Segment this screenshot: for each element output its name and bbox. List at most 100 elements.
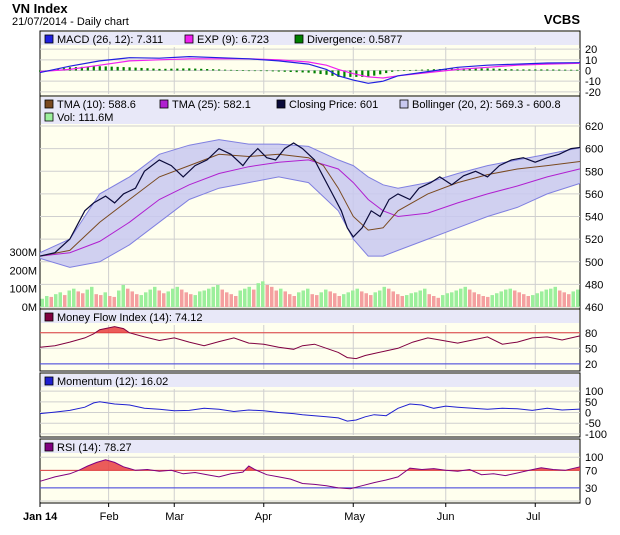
volume-bar <box>292 296 296 307</box>
momentum-legend-swatch <box>44 376 54 386</box>
mfi-legend-bg <box>41 310 579 323</box>
divergence-bar <box>373 70 376 76</box>
mfi-y-tick: 80 <box>585 328 597 340</box>
brand-label: VCBS <box>544 12 580 27</box>
x-tick-label: May <box>344 511 365 523</box>
chart-title: VN Index <box>12 1 68 16</box>
volume-bar <box>40 298 44 307</box>
x-tick-label: Mar <box>165 511 184 523</box>
rsi-y-tick: 30 <box>585 483 597 495</box>
divergence-bar <box>223 69 227 71</box>
divergence-bar <box>259 70 262 72</box>
volume-bar <box>270 286 274 307</box>
divergence-bar <box>552 69 555 71</box>
divergence-bar <box>218 69 221 71</box>
divergence-bar <box>241 70 245 71</box>
volume-bar <box>405 295 409 307</box>
price-legend-swatch <box>44 112 54 122</box>
rsi-legend-swatch <box>44 442 54 452</box>
volume-bar <box>139 295 143 307</box>
divergence-bar <box>176 68 179 71</box>
volume-bar <box>310 294 314 307</box>
volume-bar <box>441 295 445 307</box>
price-y-tick: 580 <box>585 166 603 178</box>
divergence-bar <box>98 66 101 71</box>
volume-bar <box>189 294 193 307</box>
volume-bar <box>544 289 548 307</box>
divergence-bar <box>385 70 388 74</box>
divergence-bar <box>367 70 370 77</box>
divergence-bar <box>558 69 561 71</box>
divergence-bar <box>546 69 549 71</box>
volume-bar <box>517 292 521 307</box>
volume-bar <box>90 286 94 307</box>
volume-bar <box>319 292 323 307</box>
price-y-tick: 480 <box>585 279 603 291</box>
divergence-bar <box>116 66 119 71</box>
rsi-y-tick: 100 <box>585 452 603 464</box>
volume-bar <box>166 291 170 307</box>
divergence-bar <box>212 69 215 71</box>
price-legend-swatch <box>276 99 286 109</box>
x-axis: Jan 14 Feb Mar Apr May Jun Jul <box>23 502 580 523</box>
volume-bar <box>549 288 553 307</box>
volume-bar <box>481 296 485 307</box>
volume-bar <box>468 289 472 307</box>
tma10-line <box>39 153 581 257</box>
bollinger-lower-line <box>39 176 581 268</box>
rsi-y-tick: 70 <box>585 465 597 477</box>
price-y-tick: 500 <box>585 257 603 269</box>
bollinger-upper-line <box>39 139 581 254</box>
divergence-bar <box>570 69 573 71</box>
macd-legend-swatch <box>44 34 54 44</box>
price-legend-label: Bollinger (20, 2): 569.3 - 600.8 <box>412 99 561 111</box>
volume-bar <box>193 295 197 307</box>
mfi-line <box>39 326 581 360</box>
divergence-bar <box>414 69 418 71</box>
macd-y-tick: 0 <box>585 66 591 78</box>
volume-bar <box>360 291 364 307</box>
volume-bar <box>450 292 454 307</box>
tma25-line <box>39 159 581 257</box>
volume-bar <box>238 290 242 307</box>
divergence-bar <box>134 67 137 71</box>
price-legend-label: TMA (10): 588.6 <box>57 99 136 111</box>
mfi-legend-label: Money Flow Index (14): 74.12 <box>57 312 203 324</box>
volume-bar <box>243 288 247 307</box>
volume-bar <box>427 294 431 307</box>
divergence-bar <box>402 70 406 71</box>
price-legend-swatch <box>399 99 409 109</box>
divergence-bar <box>194 68 197 71</box>
volume-bar <box>477 294 481 307</box>
volume-bar <box>220 289 224 307</box>
volume-tick: 100M <box>9 284 37 296</box>
volume-bar <box>54 294 58 307</box>
divergence-bar <box>277 70 280 72</box>
volume-bar <box>45 296 49 307</box>
divergence-bar <box>170 68 173 71</box>
price-y-tick: 460 <box>585 302 603 314</box>
divergence-bar <box>164 68 167 71</box>
volume-bar <box>337 296 341 307</box>
volume-bar <box>301 290 305 307</box>
price-legend-label: TMA (25): 582.1 <box>172 99 251 111</box>
divergence-bar <box>474 68 477 71</box>
price-y-tick: 620 <box>585 121 603 133</box>
volume-bar <box>198 291 202 307</box>
volume-bar <box>414 292 418 307</box>
divergence-bar <box>486 68 489 71</box>
divergence-bar <box>534 69 537 71</box>
volume-bar <box>49 296 53 307</box>
volume-bar <box>526 296 530 307</box>
momentum-y-tick: 0 <box>585 408 591 420</box>
divergence-bar <box>325 70 328 75</box>
volume-bar <box>364 293 368 307</box>
volume-bar <box>333 293 337 307</box>
divergence-bar <box>564 69 567 71</box>
rsi-line <box>39 459 581 490</box>
volume-bar <box>369 295 373 307</box>
macd-y-tick: -20 <box>585 87 601 99</box>
volume-bar <box>184 292 188 307</box>
